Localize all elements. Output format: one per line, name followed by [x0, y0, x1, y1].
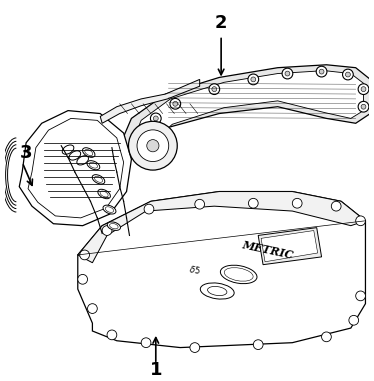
Ellipse shape	[89, 162, 98, 168]
Polygon shape	[19, 110, 131, 226]
Polygon shape	[129, 70, 364, 157]
Circle shape	[170, 98, 181, 109]
Ellipse shape	[69, 151, 81, 160]
Ellipse shape	[95, 176, 102, 182]
Polygon shape	[28, 118, 124, 218]
Circle shape	[141, 338, 151, 347]
Ellipse shape	[208, 287, 227, 296]
Circle shape	[285, 71, 290, 76]
Circle shape	[134, 138, 145, 148]
Ellipse shape	[92, 174, 105, 184]
Ellipse shape	[100, 191, 108, 197]
Ellipse shape	[220, 265, 257, 283]
Polygon shape	[78, 192, 365, 347]
Text: 2: 2	[215, 14, 227, 32]
Ellipse shape	[110, 224, 118, 229]
Ellipse shape	[62, 145, 74, 154]
Circle shape	[195, 199, 205, 209]
Circle shape	[343, 69, 353, 80]
Circle shape	[361, 87, 366, 91]
Circle shape	[361, 104, 366, 109]
Circle shape	[358, 84, 369, 94]
Circle shape	[248, 74, 259, 85]
Circle shape	[173, 101, 178, 106]
Circle shape	[212, 87, 217, 91]
Circle shape	[80, 250, 89, 260]
Circle shape	[346, 72, 350, 77]
Polygon shape	[78, 192, 365, 263]
Circle shape	[102, 226, 112, 235]
Text: $\delta$5: $\delta$5	[188, 263, 202, 276]
Ellipse shape	[105, 207, 114, 212]
Circle shape	[88, 304, 97, 314]
Text: METRIC: METRIC	[241, 239, 295, 261]
Circle shape	[144, 204, 154, 214]
Ellipse shape	[200, 283, 234, 299]
Ellipse shape	[103, 205, 116, 214]
Ellipse shape	[83, 148, 95, 157]
Circle shape	[322, 332, 331, 342]
Circle shape	[153, 116, 158, 121]
Polygon shape	[100, 79, 200, 123]
Circle shape	[147, 139, 159, 152]
Polygon shape	[261, 231, 318, 262]
Circle shape	[78, 274, 88, 284]
Ellipse shape	[85, 149, 93, 155]
Circle shape	[319, 69, 324, 74]
Ellipse shape	[107, 222, 120, 231]
Circle shape	[358, 101, 369, 112]
Ellipse shape	[98, 189, 110, 199]
Circle shape	[137, 130, 169, 162]
Circle shape	[190, 343, 200, 352]
Circle shape	[356, 291, 365, 301]
Text: 1: 1	[150, 361, 162, 379]
Circle shape	[253, 340, 263, 349]
Circle shape	[248, 199, 258, 208]
Ellipse shape	[224, 268, 253, 281]
Polygon shape	[258, 227, 322, 265]
Text: 3: 3	[20, 144, 32, 162]
Circle shape	[292, 199, 302, 208]
Circle shape	[251, 77, 256, 82]
Circle shape	[349, 315, 359, 325]
Ellipse shape	[87, 161, 100, 170]
Circle shape	[107, 330, 117, 340]
Circle shape	[150, 113, 161, 124]
Circle shape	[137, 140, 142, 145]
Circle shape	[282, 68, 293, 79]
Circle shape	[209, 84, 220, 94]
Ellipse shape	[77, 156, 89, 165]
Polygon shape	[117, 65, 370, 162]
Circle shape	[316, 66, 327, 77]
Circle shape	[129, 121, 177, 170]
Circle shape	[356, 216, 365, 226]
Circle shape	[331, 201, 341, 211]
